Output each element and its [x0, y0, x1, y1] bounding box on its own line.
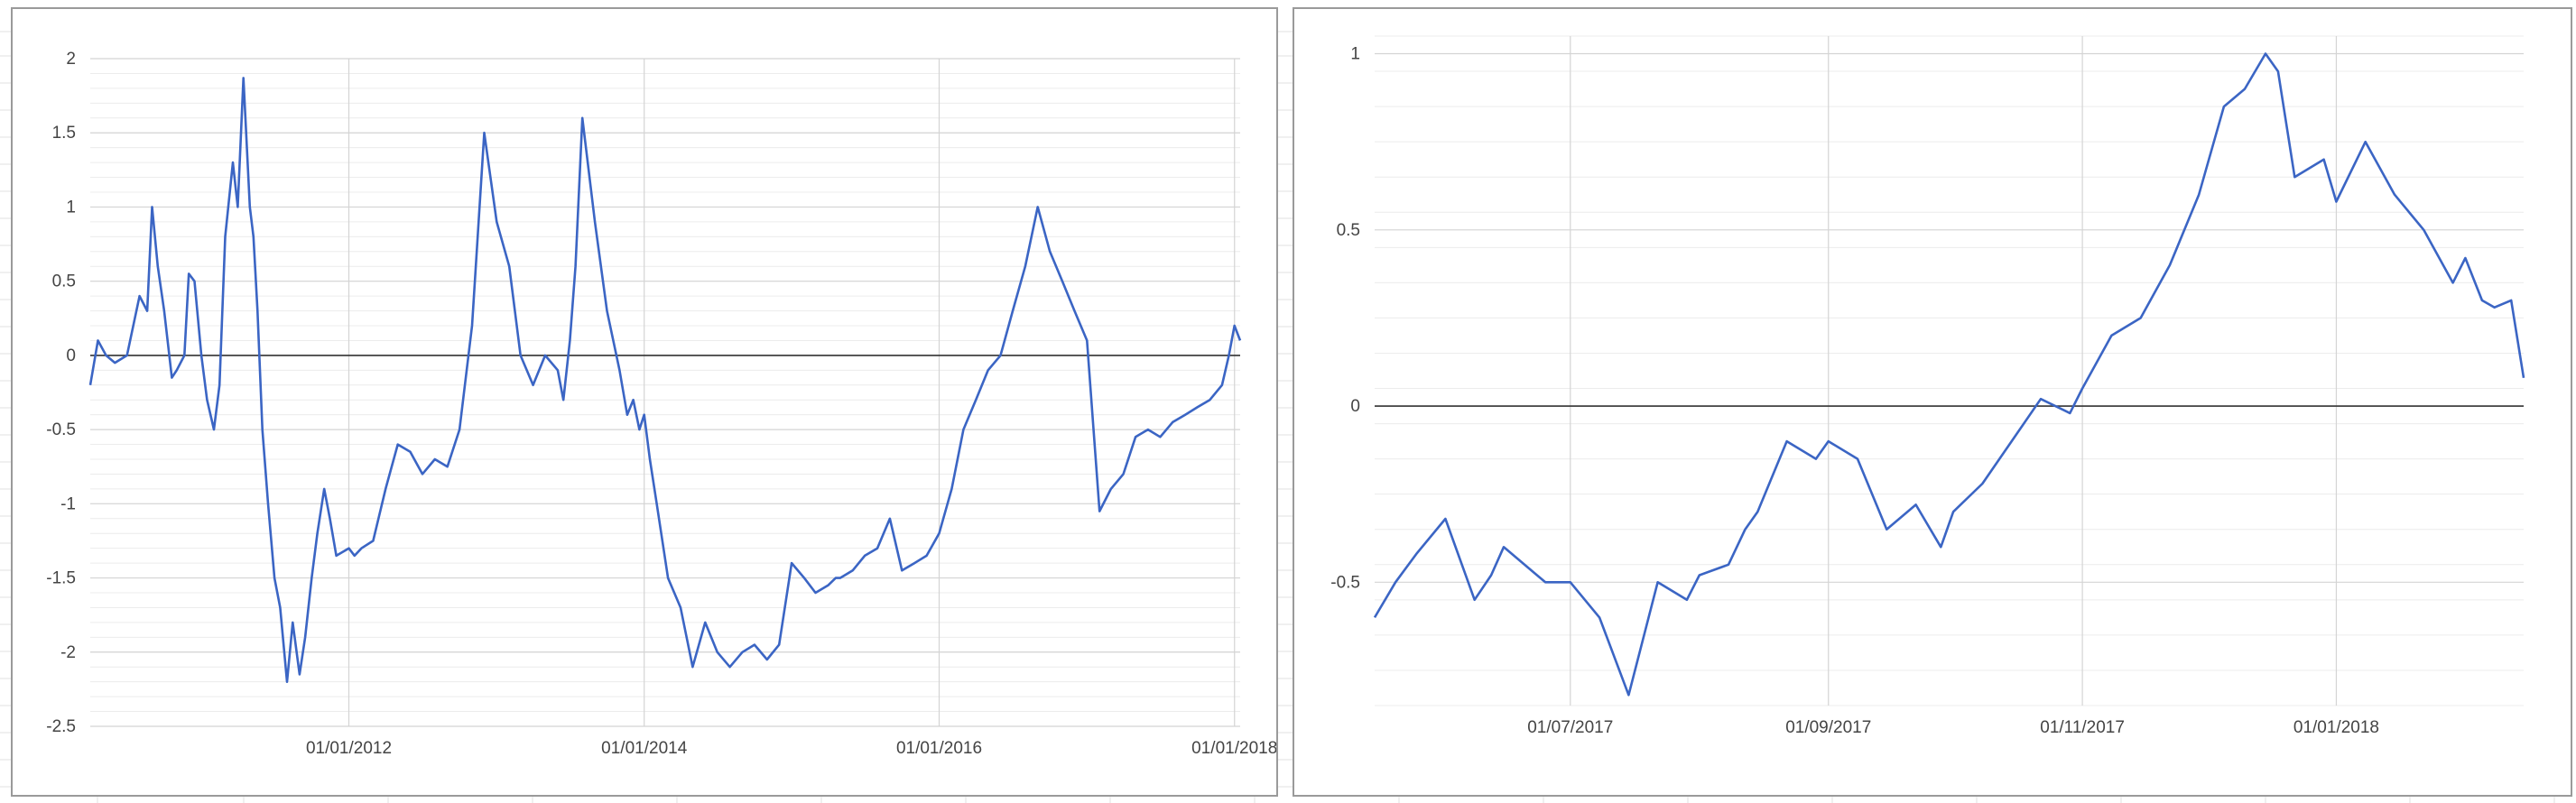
x-axis-tick-labels: 01/01/2012 01/01/2014 01/01/2016 01/01/2018 — [306, 739, 1276, 758]
y-tick-label: 0.5 — [52, 272, 76, 291]
x-tick-label: 01/01/2012 — [306, 739, 392, 758]
x-tick-label: 01/07/2017 — [1527, 718, 1613, 737]
chart-panel-right[interactable]: 1 0.5 0 -0.5 01/07/2017 01/09/2017 01/11/2017… — [1293, 7, 2572, 797]
minor-gridlines — [90, 58, 1240, 727]
line-chart-right: 1 0.5 0 -0.5 01/07/2017 01/09/2017 01/11/2017… — [1330, 35, 2525, 737]
x-tick-label: 01/11/2017 — [2040, 718, 2125, 737]
y-tick-label: 0.5 — [1337, 221, 1360, 240]
sheet-grid-lines — [0, 31, 2555, 803]
series-line — [1373, 52, 2525, 697]
x-tick-label: 01/01/2018 — [2293, 718, 2379, 737]
chart-panel-left[interactable]: 2 1.5 1 0.5 0 -0.5 -1 -1.5 -2 -2.5 01/01/2012 01/0… — [11, 7, 1278, 797]
x-axis-tick-labels: 01/07/2017 01/09/2017 01/11/2017 01/01/2018 — [1527, 718, 2379, 737]
y-tick-label: -1 — [60, 494, 76, 513]
y-tick-label: 1 — [66, 198, 76, 217]
series-line — [88, 77, 1242, 683]
major-gridlines — [1375, 36, 2524, 706]
y-tick-label: 2 — [66, 50, 76, 69]
y-axis-tick-labels: 1 0.5 0 -0.5 — [1330, 45, 1360, 593]
y-tick-label: 0 — [1350, 397, 1360, 416]
y-axis-tick-labels: 2 1.5 1 0.5 0 -0.5 -1 -1.5 -2 -2.5 — [46, 50, 76, 736]
x-tick-label: 01/01/2014 — [601, 739, 688, 758]
y-tick-label: -1.5 — [46, 569, 76, 588]
x-tick-label: 01/09/2017 — [1785, 718, 1871, 737]
minor-gridlines — [1375, 35, 2524, 706]
line-chart-left: 21.510.50-0.5-1-1.5-2-2.5 01/01/2012 01/0… — [46, 50, 1276, 758]
y-tick-label: 1 — [1350, 45, 1360, 64]
y-tick-label: -0.5 — [46, 420, 76, 439]
y-tick-label: 0 — [66, 346, 76, 365]
x-tick-label: 01/01/2018 — [1191, 739, 1276, 758]
y-tick-label: -2.5 — [46, 717, 76, 736]
y-tick-label: -0.5 — [1330, 573, 1360, 592]
y-tick-label: 1.5 — [52, 124, 76, 143]
x-tick-label: 01/01/2016 — [896, 739, 982, 758]
y-tick-label: -2 — [60, 643, 76, 662]
major-gridlines — [90, 58, 1240, 727]
